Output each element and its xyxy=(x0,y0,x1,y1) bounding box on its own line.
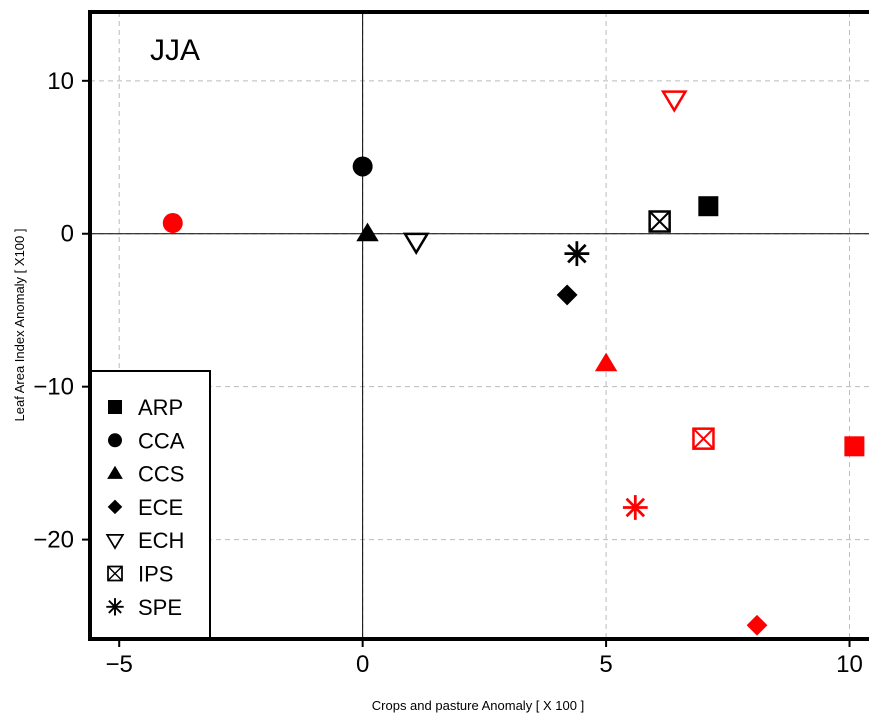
y-tick-label: 10 xyxy=(47,68,74,95)
y-tick-label: −10 xyxy=(33,374,74,401)
data-points xyxy=(162,90,865,636)
data-point-arp-red xyxy=(844,436,865,457)
data-point-ips-black xyxy=(648,210,671,233)
legend-label-cca: CCA xyxy=(138,428,185,453)
data-point-ccs-red xyxy=(594,352,618,372)
legend-marker-ccs xyxy=(107,465,123,479)
x-axis-label: Crops and pasture Anomaly [ X 100 ] xyxy=(372,698,584,713)
legend-label-spe: SPE xyxy=(138,595,182,620)
data-point-ece-red xyxy=(746,614,768,636)
y-tick-label: −20 xyxy=(33,527,74,554)
legend-label-ech: ECH xyxy=(138,528,184,553)
legend-marker-spe xyxy=(106,598,124,616)
legend-label-ips: IPS xyxy=(138,562,173,587)
data-point-ece-black xyxy=(556,284,578,306)
legend-marker-ech xyxy=(105,534,125,550)
chart-title: JJA xyxy=(150,34,200,67)
x-tick-label: 0 xyxy=(356,651,369,678)
legend-marker-ips xyxy=(107,565,123,582)
legend-label-ece: ECE xyxy=(138,495,183,520)
plot-frame xyxy=(88,10,869,641)
legend-marker-cca xyxy=(108,433,122,448)
x-tick-label: −5 xyxy=(106,651,133,678)
data-point-spe-red xyxy=(622,495,648,520)
data-point-arp-black xyxy=(698,196,719,217)
data-point-cca-black xyxy=(352,156,373,177)
data-point-ech-black xyxy=(402,232,430,255)
x-tick-label: 5 xyxy=(599,651,612,678)
data-point-spe-black xyxy=(564,241,590,267)
legend-marker-arp xyxy=(108,400,122,414)
data-point-ccs-black xyxy=(356,222,379,242)
data-point-ips-red xyxy=(692,427,715,450)
y-axis-label: Leaf Area Index Anomaly [ X100 ] xyxy=(12,229,27,422)
data-point-cca-red xyxy=(162,213,183,234)
axes: −5 0 5 10 −20 −10 0 10 xyxy=(33,68,863,678)
zero-lines xyxy=(90,12,869,639)
legend-label-ccs: CCS xyxy=(138,462,184,487)
data-point-ech-red xyxy=(660,90,688,113)
x-tick-label: 10 xyxy=(836,651,863,678)
legend-marker-ece xyxy=(107,499,123,515)
y-tick-label: 0 xyxy=(61,221,74,248)
legend: ARP CCA CCS ECE ECH IPS SPE xyxy=(89,370,211,640)
legend-label-arp: ARP xyxy=(138,395,183,420)
